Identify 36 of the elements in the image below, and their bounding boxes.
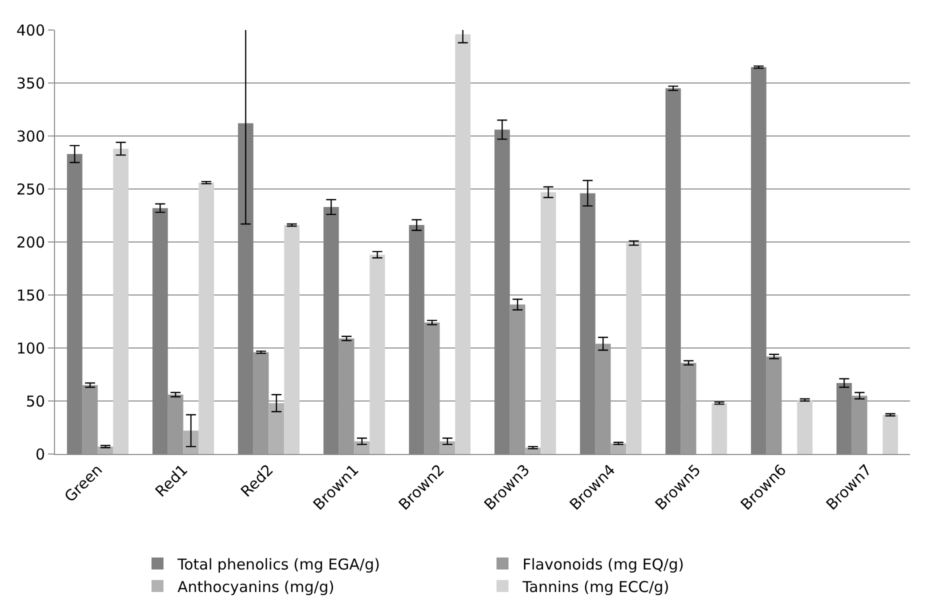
bar <box>540 192 556 454</box>
bar <box>198 182 214 454</box>
bar <box>797 400 813 454</box>
bar <box>680 362 696 454</box>
bar <box>253 352 269 454</box>
y-tick-label: 200 <box>16 233 45 252</box>
bar <box>183 430 199 454</box>
y-tick-label: 250 <box>16 180 45 198</box>
bar <box>610 443 626 454</box>
bar <box>852 396 868 454</box>
legend-label: Total phenolics (mg EGA/g) <box>176 555 380 574</box>
y-tick-label: 350 <box>16 74 45 92</box>
legend-label: Flavonoids (mg EQ/g) <box>522 555 684 574</box>
bar <box>284 225 300 454</box>
bar <box>168 394 184 454</box>
bar <box>370 254 386 454</box>
bar <box>595 344 611 454</box>
bar <box>424 322 440 454</box>
legend-label: Anthocyanins (mg/g) <box>178 578 334 596</box>
bar <box>882 414 898 454</box>
bar <box>338 338 354 454</box>
bar <box>82 385 98 454</box>
bar <box>626 243 642 454</box>
bar <box>268 403 284 454</box>
bar <box>510 304 526 454</box>
y-tick-label: 400 <box>16 21 45 40</box>
y-tick-label: 0 <box>35 445 45 464</box>
y-tick-label: 50 <box>26 392 45 410</box>
y-tick-label: 100 <box>16 339 45 358</box>
legend-label: Tannins (mg ECC/g) <box>522 578 670 596</box>
y-tick-label: 300 <box>16 127 45 146</box>
bar <box>766 356 782 454</box>
bar <box>113 148 129 454</box>
bar <box>455 34 471 454</box>
y-tick-label: 150 <box>16 286 45 304</box>
bar <box>712 403 728 454</box>
